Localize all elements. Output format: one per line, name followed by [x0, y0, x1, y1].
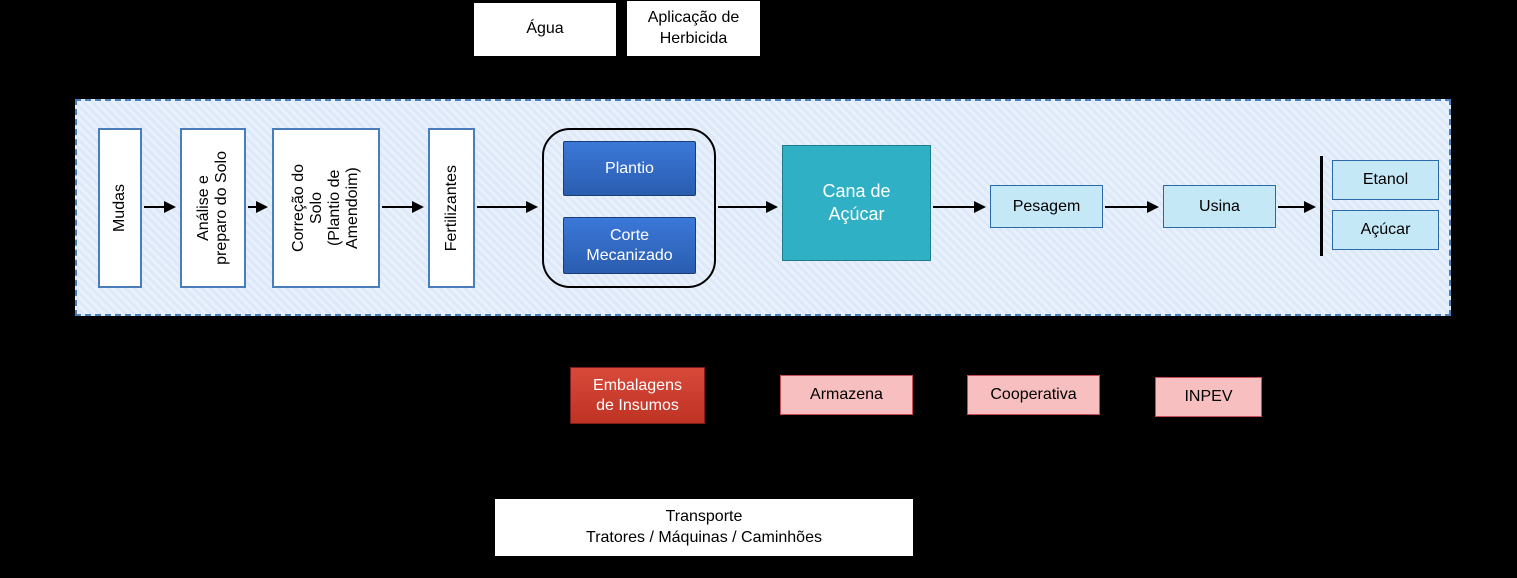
arrows — [0, 0, 1517, 578]
diagram-canvas: Água Aplicação de Herbicida Mudas Anális… — [0, 0, 1517, 578]
